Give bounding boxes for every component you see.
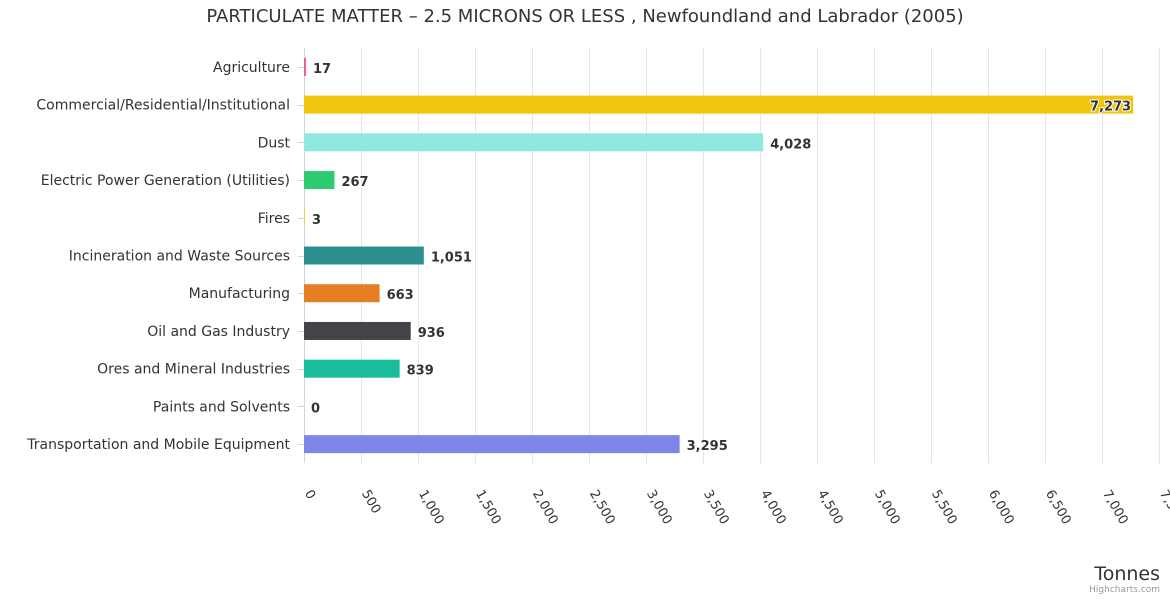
data-label-commercial-residential-institutional: 7,273 (1090, 100, 1131, 115)
highcharts-credit[interactable]: Highcharts.com (1089, 585, 1160, 595)
category-labels: Agriculture Commercial/Residential/Instit… (26, 60, 290, 453)
x-tick-label: 7,500 (1156, 488, 1170, 528)
chart-title: PARTICULATE MATTER – 2.5 MICRONS OR LESS… (206, 6, 964, 27)
category-label-agriculture: Agriculture (213, 60, 290, 76)
x-tick-label: 6,000 (985, 488, 1017, 528)
category-label-electric-power-generation-utilities: Electric Power Generation (Utilities) (41, 173, 290, 189)
category-label-transportation-and-mobile-equipment: Transportation and Mobile Equipment (26, 437, 290, 453)
bar-fires[interactable] (304, 208, 305, 227)
data-label-manufacturing: 663 (387, 288, 414, 303)
x-tick-label: 4,000 (757, 488, 789, 528)
x-tick-label: 6,500 (1042, 488, 1074, 528)
category-label-incineration-and-waste-sources: Incineration and Waste Sources (69, 249, 290, 265)
data-label-incineration-and-waste-sources: 1,051 (431, 251, 472, 266)
bar-commercial-residential-institutional[interactable] (304, 95, 1134, 114)
bar-oil-and-gas-industry[interactable] (304, 321, 411, 340)
x-tick-label: 3,000 (643, 488, 675, 528)
x-tick-label: 3,500 (700, 488, 732, 528)
data-label-dust: 4,028 (770, 137, 811, 152)
data-label-agriculture: 17 (313, 62, 331, 77)
bar-transportation-and-mobile-equipment[interactable] (304, 435, 680, 454)
category-label-oil-and-gas-industry: Oil and Gas Industry (147, 324, 290, 340)
x-tick-label: 2,500 (586, 488, 618, 528)
x-tick-label: 2,000 (529, 488, 561, 528)
x-axis-title: Tonnes (1094, 563, 1160, 585)
x-tick-label: 1,000 (415, 488, 447, 528)
x-tick-label: 500 (358, 488, 383, 517)
x-tick-label: 5,500 (928, 488, 960, 528)
category-label-paints-and-solvents: Paints and Solvents (153, 399, 290, 415)
x-tick-label: 0 (301, 488, 318, 503)
bars (304, 57, 1134, 454)
data-labels: 17 7,273 4,028 267 3 1,051 663 936 839 0 3,295 (310, 61, 1132, 455)
grid-lines (298, 48, 1160, 463)
data-label-electric-power-generation-utilities: 267 (341, 175, 368, 190)
bar-ores-and-mineral-industries[interactable] (304, 359, 400, 378)
bar-incineration-and-waste-sources[interactable] (304, 246, 424, 265)
category-label-fires: Fires (258, 211, 290, 227)
data-label-paints-and-solvents: 0 (311, 401, 320, 416)
category-label-dust: Dust (258, 135, 291, 151)
category-label-ores-and-mineral-industries: Ores and Mineral Industries (97, 362, 290, 378)
bar-agriculture[interactable] (304, 57, 306, 76)
x-tick-label: 7,000 (1099, 488, 1131, 528)
bar-electric-power-generation-utilities[interactable] (304, 171, 335, 190)
x-tick-label: 5,000 (871, 488, 903, 528)
x-tick-label: 1,500 (472, 488, 504, 528)
x-tick-label: 4,500 (814, 488, 846, 528)
data-label-fires: 3 (312, 213, 321, 228)
bar-dust[interactable] (304, 133, 764, 152)
data-label-transportation-and-mobile-equipment: 3,295 (687, 439, 728, 454)
x-axis-ticks: 0 500 1,000 1,500 2,000 2,500 3,000 3,500 4,000 4… (301, 488, 1170, 528)
bar-manufacturing[interactable] (304, 284, 380, 303)
category-label-manufacturing: Manufacturing (189, 286, 290, 302)
category-label-commercial-residential-institutional: Commercial/Residential/Institutional (36, 98, 290, 114)
data-label-oil-and-gas-industry: 936 (418, 326, 445, 341)
data-label-ores-and-mineral-industries: 839 (407, 364, 434, 379)
